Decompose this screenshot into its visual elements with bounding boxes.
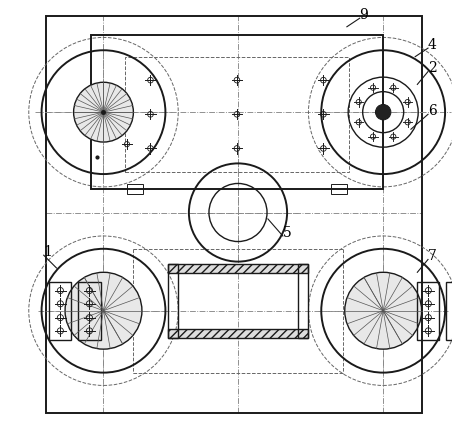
Circle shape [65, 273, 142, 349]
Text: 4: 4 [428, 38, 436, 52]
Bar [125, 58, 349, 173]
Text: 6: 6 [428, 104, 436, 118]
Text: 7: 7 [428, 249, 436, 262]
Bar [417, 282, 439, 340]
Text: 2: 2 [428, 61, 436, 75]
Text: 1: 1 [43, 245, 52, 258]
Bar [168, 264, 308, 273]
Circle shape [74, 83, 133, 143]
Bar [298, 264, 308, 339]
Text: 9: 9 [359, 8, 368, 22]
Bar [46, 17, 422, 413]
Bar [168, 329, 308, 339]
Bar [331, 185, 347, 194]
Circle shape [345, 273, 422, 349]
Bar [446, 282, 468, 340]
Text: 5: 5 [283, 225, 291, 239]
Bar [168, 264, 178, 339]
Bar [79, 282, 100, 340]
Bar [127, 185, 143, 194]
Bar [50, 282, 71, 340]
Bar [91, 36, 383, 190]
Circle shape [376, 105, 391, 121]
